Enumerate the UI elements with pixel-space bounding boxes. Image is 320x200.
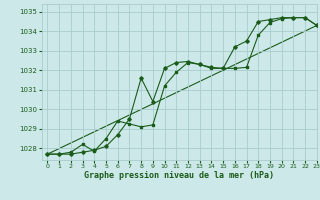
X-axis label: Graphe pression niveau de la mer (hPa): Graphe pression niveau de la mer (hPa): [84, 171, 274, 180]
